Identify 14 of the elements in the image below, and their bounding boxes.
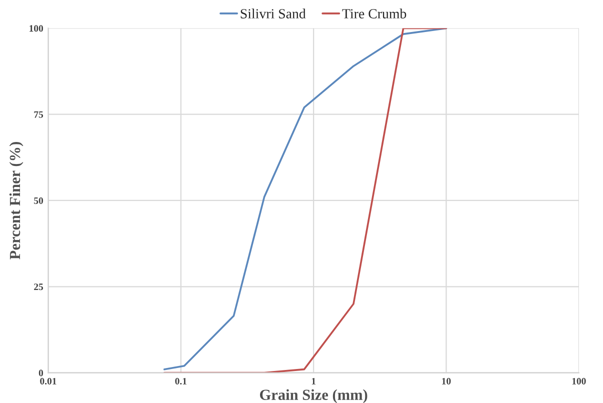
y-axis-title: Percent Finer (%) <box>9 142 24 260</box>
x-tick-label: 0.01 <box>40 378 56 385</box>
x-tick-label: 10 <box>442 378 451 384</box>
x-axis-title: Grain Size (mm) <box>260 389 368 403</box>
y-tick-label: 25 <box>34 284 44 290</box>
y-tick-label: 50 <box>34 197 44 204</box>
y-tick-label: 0 <box>38 370 44 376</box>
legend-label: Tire Crumb <box>342 8 406 18</box>
legend-label: Silivri Sand <box>240 8 306 18</box>
y-tick-label: 100 <box>30 25 44 32</box>
x-tick-label: 0.1 <box>175 378 186 385</box>
x-tick-label: 1 <box>312 378 316 384</box>
y-tick-label: 75 <box>34 111 44 118</box>
x-tick-label: 100 <box>572 378 586 384</box>
